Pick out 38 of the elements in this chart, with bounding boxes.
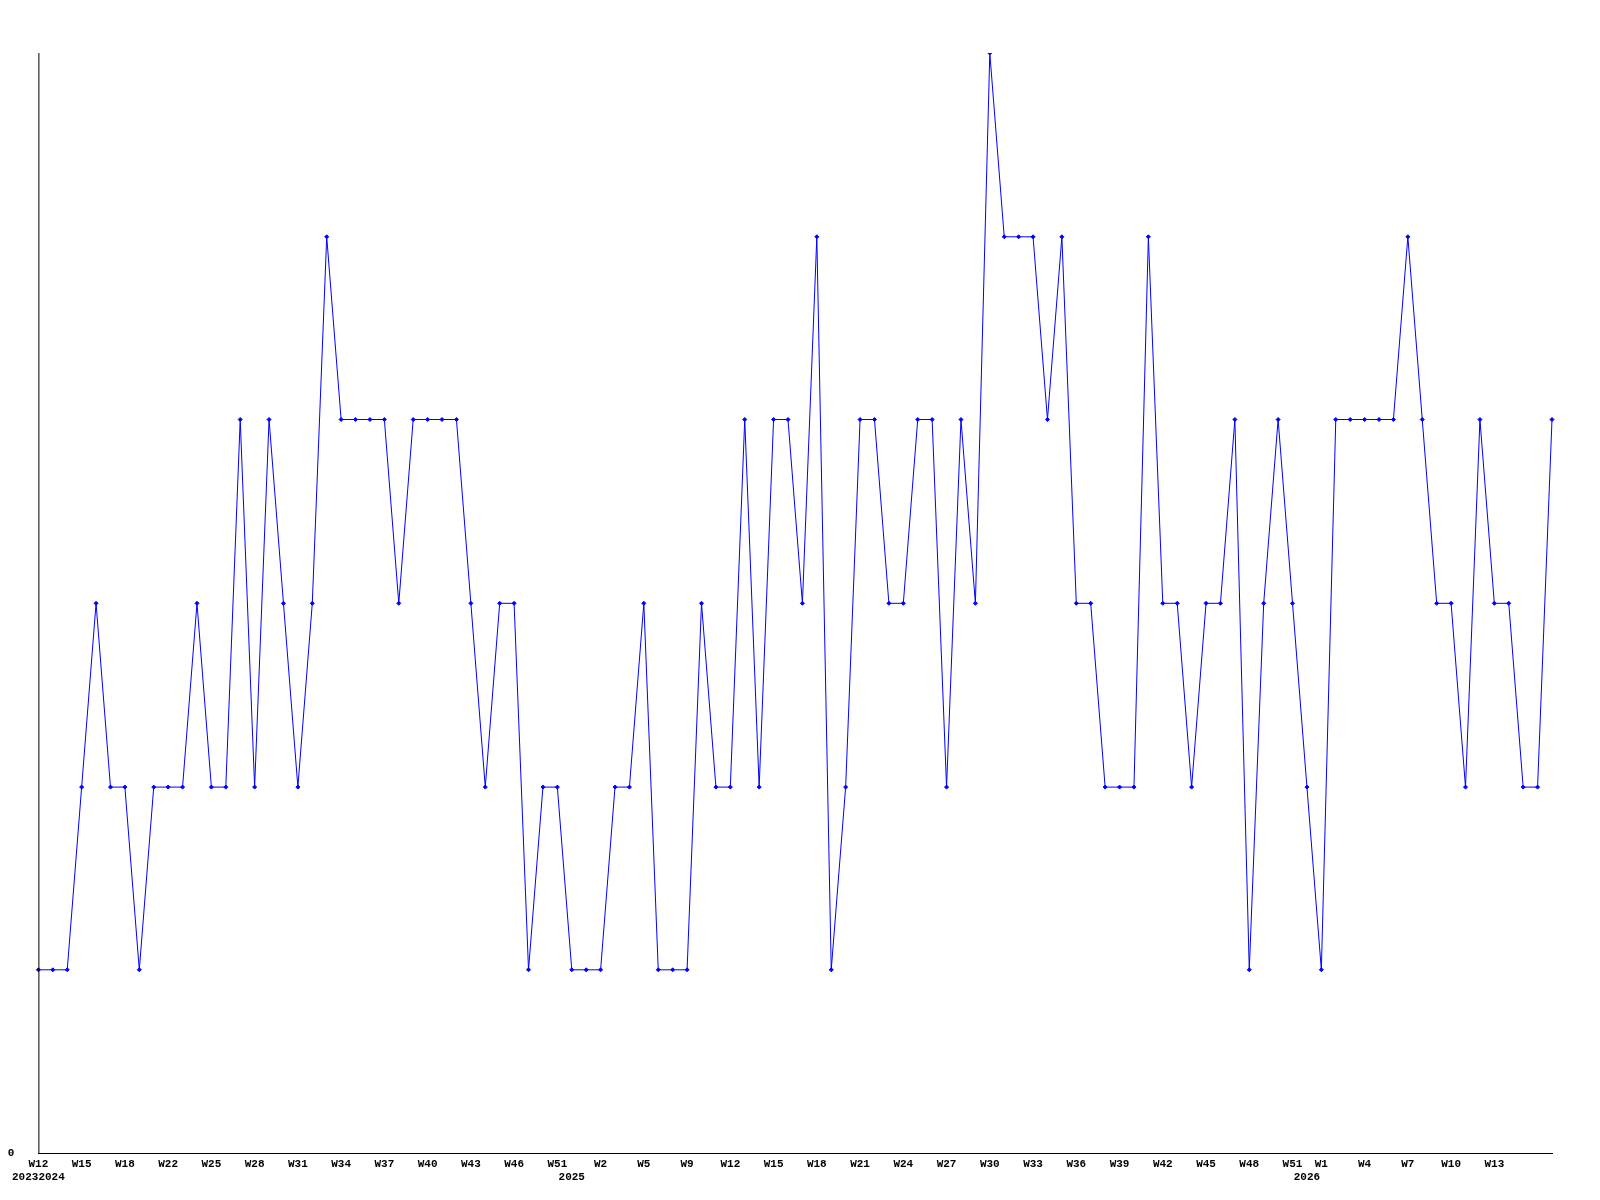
x-tick-label: W43 bbox=[460, 1157, 482, 1170]
x-tick-label: W18 bbox=[806, 1157, 828, 1170]
x-tick-label: W15 bbox=[763, 1157, 784, 1170]
x-tick-label: W33 bbox=[1023, 1157, 1044, 1170]
x-tick-label: W22 bbox=[158, 1157, 179, 1170]
x-tick-label: W48 bbox=[1239, 1157, 1260, 1170]
x-tick-label: W4 bbox=[1358, 1157, 1372, 1170]
x-tick-label: 2026 bbox=[1293, 1171, 1321, 1184]
x-tick-label: W37 bbox=[374, 1157, 395, 1170]
x-tick-label: W39 bbox=[1109, 1157, 1130, 1170]
x-tick-label: W24 bbox=[893, 1157, 914, 1170]
x-tick-label: W51 bbox=[1282, 1157, 1303, 1170]
x-tick-label: W21 bbox=[850, 1157, 871, 1170]
x-tick-label: W42 bbox=[1152, 1157, 1173, 1170]
x-tick-label: W18 bbox=[114, 1157, 136, 1170]
x-tick-label: W25 bbox=[201, 1157, 222, 1170]
x-tick-label: W12 20232024 bbox=[12, 1157, 66, 1184]
x-tick-label: W5 bbox=[637, 1157, 651, 1170]
x-tick-label: W31 bbox=[287, 1157, 309, 1170]
x-tick-label: W30 bbox=[979, 1157, 1000, 1170]
x-tick-label: W27 bbox=[936, 1157, 957, 1170]
x-tick-label: 2025 bbox=[558, 1171, 586, 1184]
x-tick-label: W45 bbox=[1196, 1157, 1217, 1170]
x-tick-label: W2 bbox=[594, 1157, 608, 1170]
x-tick-label: W12 bbox=[720, 1157, 741, 1170]
x-tick-label: W46 bbox=[504, 1157, 525, 1170]
x-tick-label: W40 bbox=[417, 1157, 438, 1170]
x-tick-label: W34 bbox=[331, 1157, 352, 1170]
x-tick-label: W9 bbox=[680, 1157, 694, 1170]
x-tick-label: W10 bbox=[1441, 1157, 1461, 1170]
text: 0 bbox=[7, 1147, 15, 1160]
x-tick-label: W1 bbox=[1314, 1157, 1329, 1170]
x-tick-label: W13 bbox=[1484, 1157, 1505, 1170]
x-tick-label: W7 bbox=[1401, 1157, 1415, 1170]
x-tick-label: W51 bbox=[547, 1157, 568, 1170]
x-tick-label: W28 bbox=[244, 1157, 265, 1170]
x-tick-label: W36 bbox=[1066, 1157, 1087, 1170]
x-tick-label: W15 bbox=[71, 1157, 92, 1170]
